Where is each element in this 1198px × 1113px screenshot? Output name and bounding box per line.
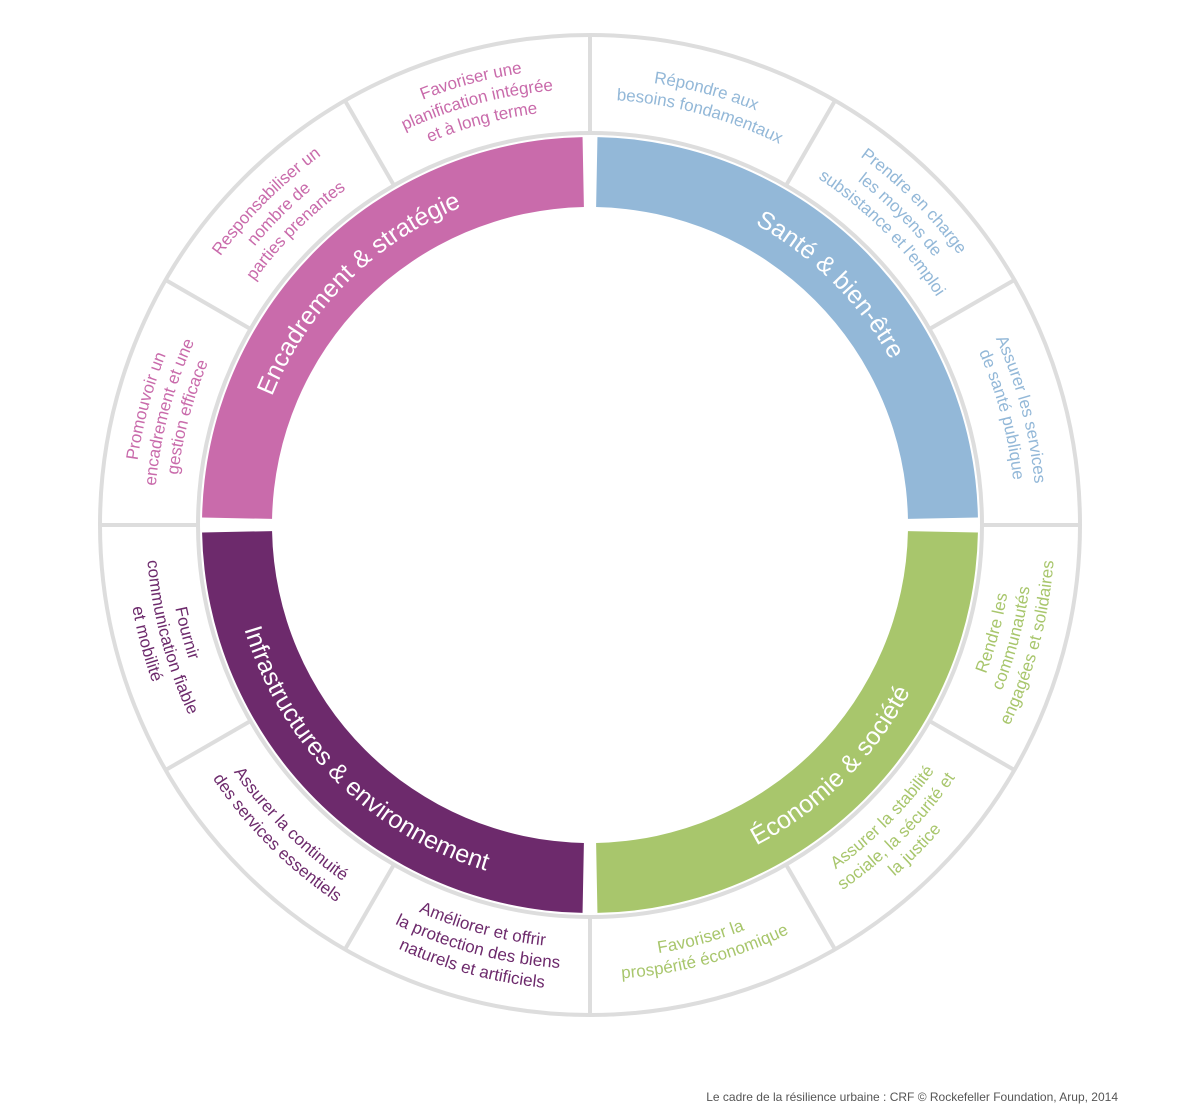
goal-divider bbox=[343, 863, 396, 951]
quadrant-band bbox=[202, 137, 584, 519]
source-caption: Le cadre de la résilience urbaine : CRF … bbox=[706, 1090, 1118, 1104]
outer-ring bbox=[98, 33, 1082, 1017]
goal-divider bbox=[164, 278, 252, 331]
goal-divider bbox=[928, 278, 1016, 331]
outer-ring-edge bbox=[98, 33, 1082, 1017]
goal-divider bbox=[928, 719, 1016, 772]
goal-text-line: Responsabiliser un bbox=[209, 144, 324, 259]
goal-divider bbox=[784, 863, 837, 951]
quadrant-band bbox=[202, 531, 584, 913]
goal-divider bbox=[164, 719, 252, 772]
goal-text-line: Prendre en charge bbox=[857, 145, 970, 258]
goal-divider bbox=[784, 99, 837, 187]
quadrant-bands bbox=[202, 137, 978, 913]
quadrant-band bbox=[596, 137, 978, 519]
goal-divider bbox=[343, 99, 396, 187]
quadrant-band bbox=[596, 531, 978, 913]
inner-ring-edge bbox=[196, 131, 984, 919]
